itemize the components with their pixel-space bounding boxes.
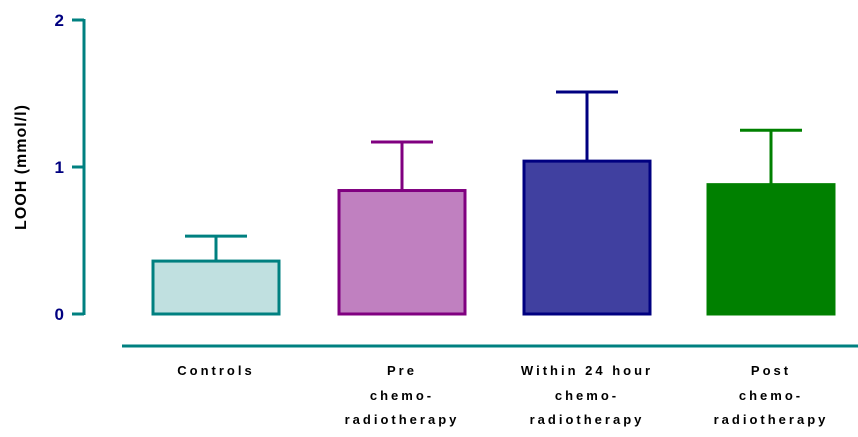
x-tick-label: Controls — [177, 363, 254, 378]
bar — [337, 189, 467, 316]
bar — [706, 183, 836, 316]
x-tick-label: radiotherapy — [530, 412, 645, 427]
y-tick-label: 0 — [55, 305, 64, 324]
x-labels-group: Controls Pre chemo-radiotherapy Within 24 h… — [177, 363, 829, 427]
y-axis-label: LOOH (mmol/l) — [13, 104, 30, 230]
error-bars-group — [185, 90, 802, 262]
y-tick-label: 2 — [55, 11, 64, 30]
bar — [522, 159, 652, 316]
x-tick-label: chemo- — [739, 388, 803, 403]
x-tick-label: Within 24 hour — [521, 363, 653, 378]
x-tick-label: radiotherapy — [345, 412, 460, 427]
x-tick-label: chemo- — [555, 388, 619, 403]
bar — [151, 259, 281, 316]
x-tick-label: chemo- — [370, 388, 434, 403]
x-tick-label: radiotherapy — [714, 412, 829, 427]
x-tick-label: Post — [751, 363, 791, 378]
bars-group — [151, 159, 836, 316]
x-tick-label: Pre — [387, 363, 417, 378]
y-tick-label: 1 — [55, 158, 64, 177]
y-ticks-group: 0 1 2 — [55, 11, 84, 324]
